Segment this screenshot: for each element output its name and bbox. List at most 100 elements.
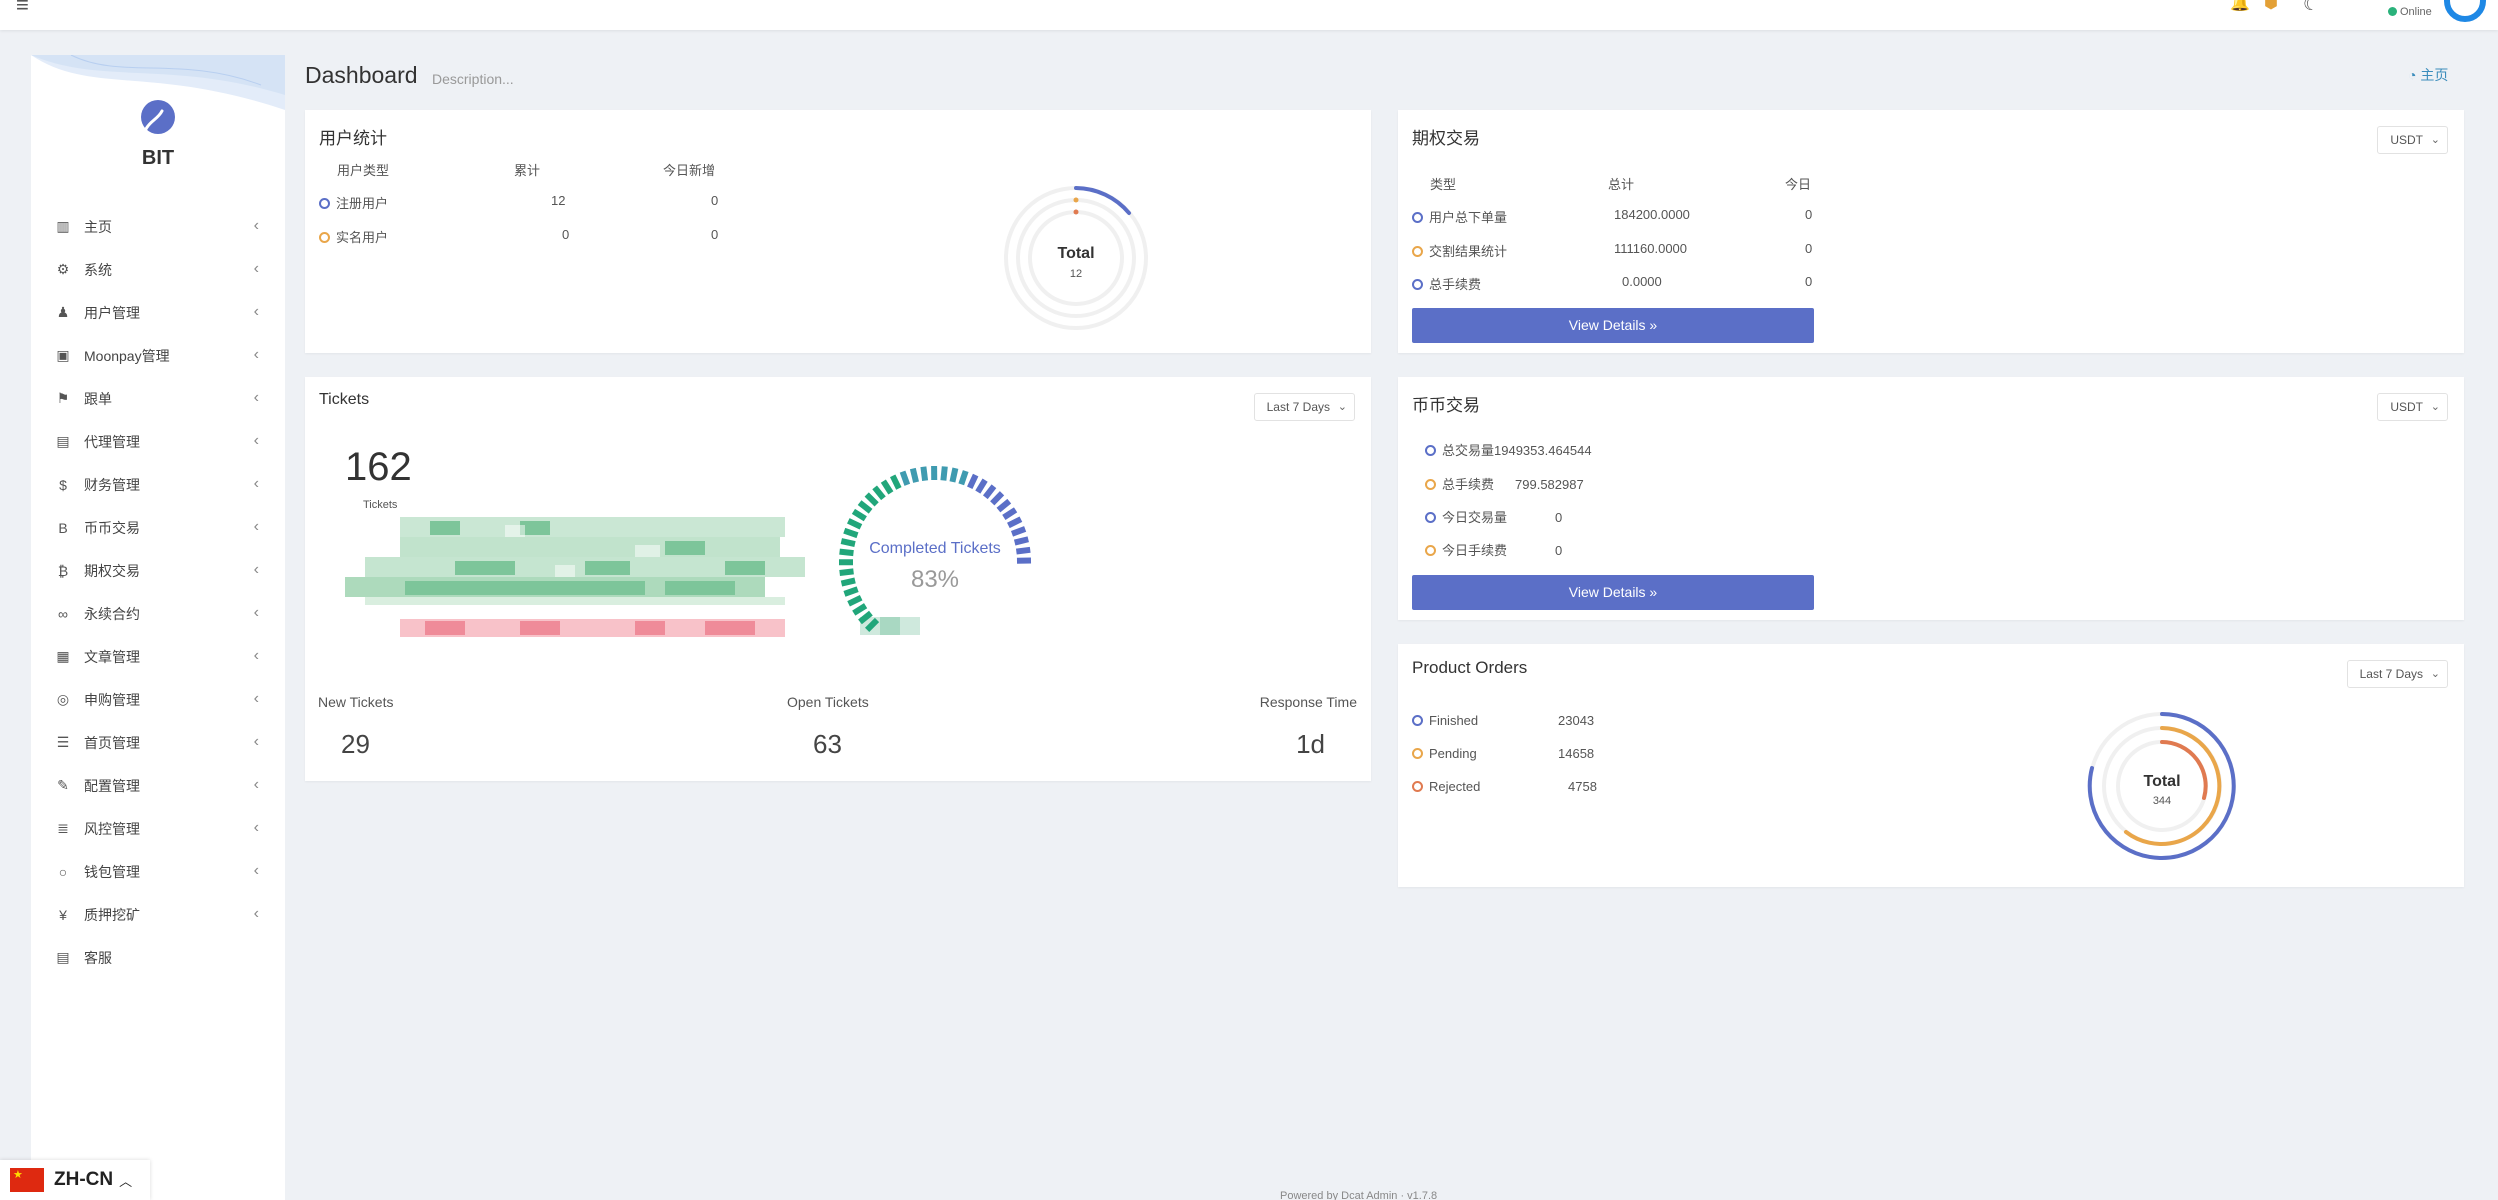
- sidebar-item-label: 代理管理: [84, 433, 140, 450]
- options-currency-select[interactable]: USDT ⌄: [2377, 126, 2448, 154]
- trade-total: 111160.0000: [1614, 241, 1688, 256]
- gauge-tick: [839, 568, 854, 576]
- gear-icon: ⚙: [56, 261, 70, 277]
- sidebar-item[interactable]: ○ 钱包管理 ‹: [31, 850, 285, 893]
- breadcrumb-home-label: 主页: [2420, 67, 2449, 83]
- sidebar-item[interactable]: $ 财务管理 ‹: [31, 463, 285, 506]
- chevron-left-icon: ‹: [253, 647, 259, 664]
- table-row: 总手续费 0.0000 0: [1412, 274, 1812, 294]
- bar-chart-icon: ▥: [56, 218, 70, 234]
- table-row: 实名用户 0 0: [319, 227, 739, 247]
- chevron-down-icon: ⌄: [1337, 401, 1347, 413]
- gauge-tick: [847, 518, 863, 530]
- sidebar-item-label: 申购管理: [84, 691, 140, 708]
- column-header: 用户类型: [337, 163, 390, 178]
- sidebar-item-label: 客服: [84, 949, 112, 966]
- gauge-tick: [949, 467, 959, 483]
- response-time-value: 1d: [1296, 729, 1325, 759]
- dark-mode-moon-icon[interactable]: ☾: [2303, 0, 2320, 14]
- user-total: 0: [562, 227, 570, 242]
- breadcrumb-home[interactable]: ◔ 主页: [2408, 65, 2448, 85]
- tickets-title: Tickets: [319, 391, 370, 408]
- sidebar-item-label: Moonpay管理: [84, 347, 170, 364]
- chevron-left-icon: ‹: [253, 260, 259, 277]
- sidebar-item[interactable]: ▤ 客服: [31, 936, 285, 979]
- list-item: Finished 23043: [1412, 713, 1632, 733]
- gauge-tick: [889, 474, 902, 490]
- sidebar-item[interactable]: ▦ 文章管理 ‹: [31, 635, 285, 678]
- bitcoin-icon: ₿: [57, 562, 69, 579]
- trade-today: 0: [1805, 207, 1813, 222]
- product-orders-donut: Total 344: [2087, 712, 2236, 860]
- orders-range-value: Last 7 Days: [2359, 667, 2423, 681]
- product-orders-title: Product Orders: [1412, 658, 1528, 677]
- legend-ring-icon: [1412, 212, 1423, 223]
- bitcoin-b-icon: B: [58, 519, 68, 536]
- gauge-tick: [1007, 516, 1023, 529]
- table-row: 交割结果统计 111160.0000 0: [1412, 241, 1812, 261]
- legend-ring-icon: [1425, 512, 1436, 523]
- table-header-row: 用户类型 累计 今日新增: [319, 160, 739, 180]
- options-trading-table: 类型 总计 今日 用户总下单量 184200.0000 0 交割结果统计 111…: [1412, 174, 1812, 294]
- chevron-down-icon: ⌄: [2430, 401, 2440, 413]
- user-status-text: Online: [2400, 6, 2432, 18]
- orders-range-select[interactable]: Last 7 Days ⌄: [2346, 660, 2448, 688]
- spot-trading-card: 币币交易 USDT ⌄ 总交易量1949353.464544 总手续费 799.58…: [1398, 377, 2464, 620]
- trade-today: 0: [1805, 274, 1813, 289]
- legend-ring-icon: [1412, 715, 1423, 726]
- circle-icon: ○: [58, 863, 68, 880]
- sidebar-item[interactable]: ⚑ 跟单 ‹: [31, 377, 285, 420]
- sidebar-item[interactable]: ✎ 配置管理 ‹: [31, 764, 285, 807]
- new-tickets-value: 29: [341, 729, 370, 759]
- gauge-tick: [843, 586, 859, 597]
- sidebar-item[interactable]: ⚙ 系统 ‹: [31, 248, 285, 291]
- shield-alert-icon[interactable]: ⬢: [2264, 0, 2278, 12]
- gauge-tick: [840, 577, 856, 587]
- sidebar-item[interactable]: ¥ 质押挖矿 ‹: [31, 893, 285, 936]
- language-switcher[interactable]: ZH-CN ︿: [0, 1160, 150, 1200]
- newspaper-icon: ▦: [56, 648, 70, 664]
- user-today: 0: [711, 227, 719, 242]
- sidebar-item-label: 跟单: [84, 390, 112, 407]
- chevron-up-icon: ︿: [119, 1173, 133, 1189]
- sidebar-item[interactable]: ▥ 主页 ‹: [31, 205, 285, 248]
- sidebar-item[interactable]: ♟ 用户管理 ‹: [31, 291, 285, 334]
- spot-label: 总手续费: [1442, 477, 1495, 492]
- sidebar-item[interactable]: ☰ 首页管理 ‹: [31, 721, 285, 764]
- tickets-card: Tickets Last 7 Days ⌄ 162 Tickets: [305, 377, 1371, 781]
- sidebar-item[interactable]: ▤ 代理管理 ‹: [31, 420, 285, 463]
- spot-trading-title: 币币交易: [1412, 396, 1480, 415]
- order-status-label: Rejected: [1429, 779, 1481, 794]
- list-item: 总交易量1949353.464544: [1425, 440, 1725, 460]
- sidebar-item-label: 配置管理: [84, 777, 140, 794]
- menu-toggle-icon[interactable]: ≡: [16, 0, 29, 17]
- sidebar-item-label: 期权交易: [84, 562, 140, 579]
- legend-ring-icon: [1425, 545, 1436, 556]
- user-avatar[interactable]: [2444, 0, 2486, 22]
- spot-currency-select[interactable]: USDT ⌄: [2377, 393, 2448, 421]
- legend-ring-icon: [319, 198, 330, 209]
- chevron-left-icon: ‹: [253, 604, 259, 621]
- sidebar-item[interactable]: ₿ 期权交易 ‹: [31, 549, 285, 592]
- list-item: 今日手续费 0: [1425, 540, 1725, 560]
- sidebar-item[interactable]: ∞ 永续合约 ‹: [31, 592, 285, 635]
- legend-ring-icon: [1412, 748, 1423, 759]
- order-status-value: 23043: [1558, 713, 1595, 728]
- spot-view-details-button[interactable]: View Details »: [1412, 575, 1814, 610]
- gauge-tick: [982, 484, 997, 500]
- completed-tickets-gauge: Completed Tickets 83%: [838, 465, 1032, 633]
- notification-bell-icon[interactable]: 🔔: [2230, 0, 2250, 12]
- lifebuoy-icon: ◎: [56, 691, 70, 707]
- open-tickets-label: Open Tickets: [787, 694, 869, 710]
- sidebar-item[interactable]: ≣ 风控管理 ‹: [31, 807, 285, 850]
- gauge-tick: [857, 500, 873, 514]
- sidebar-item[interactable]: ◎ 申购管理 ‹: [31, 678, 285, 721]
- options-view-details-button[interactable]: View Details »: [1412, 308, 1814, 343]
- sidebar-item[interactable]: B 币币交易 ‹: [31, 506, 285, 549]
- tickets-range-select[interactable]: Last 7 Days ⌄: [1253, 393, 1355, 421]
- gauge-tick: [990, 491, 1005, 506]
- product-orders-card: Product Orders Last 7 Days ⌄ Finished 2304…: [1398, 644, 2464, 887]
- spot-trading-list: 总交易量1949353.464544 总手续费 799.582987 今日交易量 0…: [1425, 440, 1725, 560]
- sidebar-item[interactable]: ▣ Moonpay管理 ‹: [31, 334, 285, 377]
- trade-today: 0: [1805, 241, 1813, 256]
